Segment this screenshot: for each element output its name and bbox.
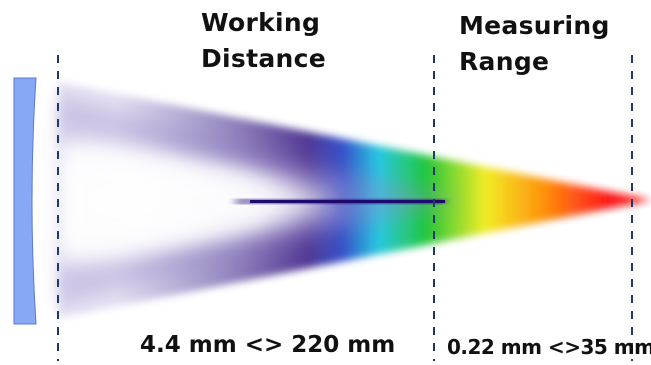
range-dividers xyxy=(57,55,633,361)
measuring-range-title-line2: Range xyxy=(459,47,550,76)
focus-axis-line xyxy=(235,199,445,204)
working-distance-title-line2: Distance xyxy=(201,44,326,73)
lens-icon xyxy=(13,77,37,325)
working-distance-value: 4.4 mm <> 220 mm xyxy=(140,332,396,358)
measuring-range-value: 0.22 mm <>35 mm xyxy=(447,335,651,359)
measuring-range-title-line1: Measuring xyxy=(459,11,610,40)
working-distance-title-line1: Working xyxy=(201,8,321,37)
